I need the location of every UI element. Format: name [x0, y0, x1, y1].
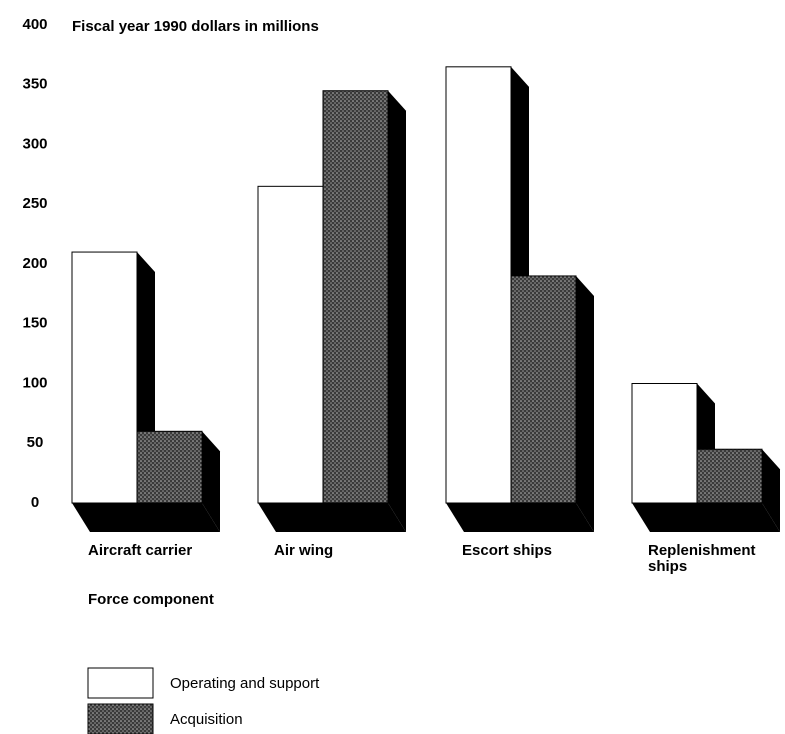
- y-tick-label: 0: [31, 494, 39, 511]
- bar-side: [576, 275, 594, 532]
- x-tick-label: Air wing: [274, 542, 334, 559]
- bar: [631, 383, 698, 504]
- y-tick-label: 300: [22, 135, 47, 152]
- legend-label: Operating and support: [170, 675, 320, 692]
- bar: [322, 90, 389, 504]
- x-tick-label: Aircraft carrier: [88, 542, 193, 559]
- legend-label: Acquisition: [170, 711, 243, 728]
- y-tick-label: 250: [22, 195, 47, 212]
- y-tick-label: 150: [22, 315, 47, 332]
- y-axis-title: Fiscal year 1990 dollars in millions: [72, 18, 319, 35]
- bar-side: [202, 431, 220, 532]
- bar: [510, 275, 577, 504]
- legend-swatch: [87, 667, 154, 699]
- y-tick-label: 350: [22, 76, 47, 93]
- bar: [445, 66, 512, 504]
- x-axis-title: Force component: [88, 591, 214, 608]
- bar: [696, 448, 763, 504]
- x-tick-label: Escort ships: [462, 542, 553, 559]
- bar-side: [388, 90, 406, 532]
- bar-side: [762, 449, 780, 532]
- y-tick-label: 50: [27, 434, 44, 451]
- y-tick-label: 400: [22, 16, 47, 33]
- y-tick-label: 200: [22, 255, 47, 272]
- legend-swatch: [87, 703, 154, 734]
- x-tick-label: Replenishment ships: [648, 542, 756, 575]
- bar: [136, 430, 203, 504]
- bar: [257, 185, 324, 504]
- bar: [71, 251, 138, 504]
- y-tick-label: 100: [22, 374, 47, 391]
